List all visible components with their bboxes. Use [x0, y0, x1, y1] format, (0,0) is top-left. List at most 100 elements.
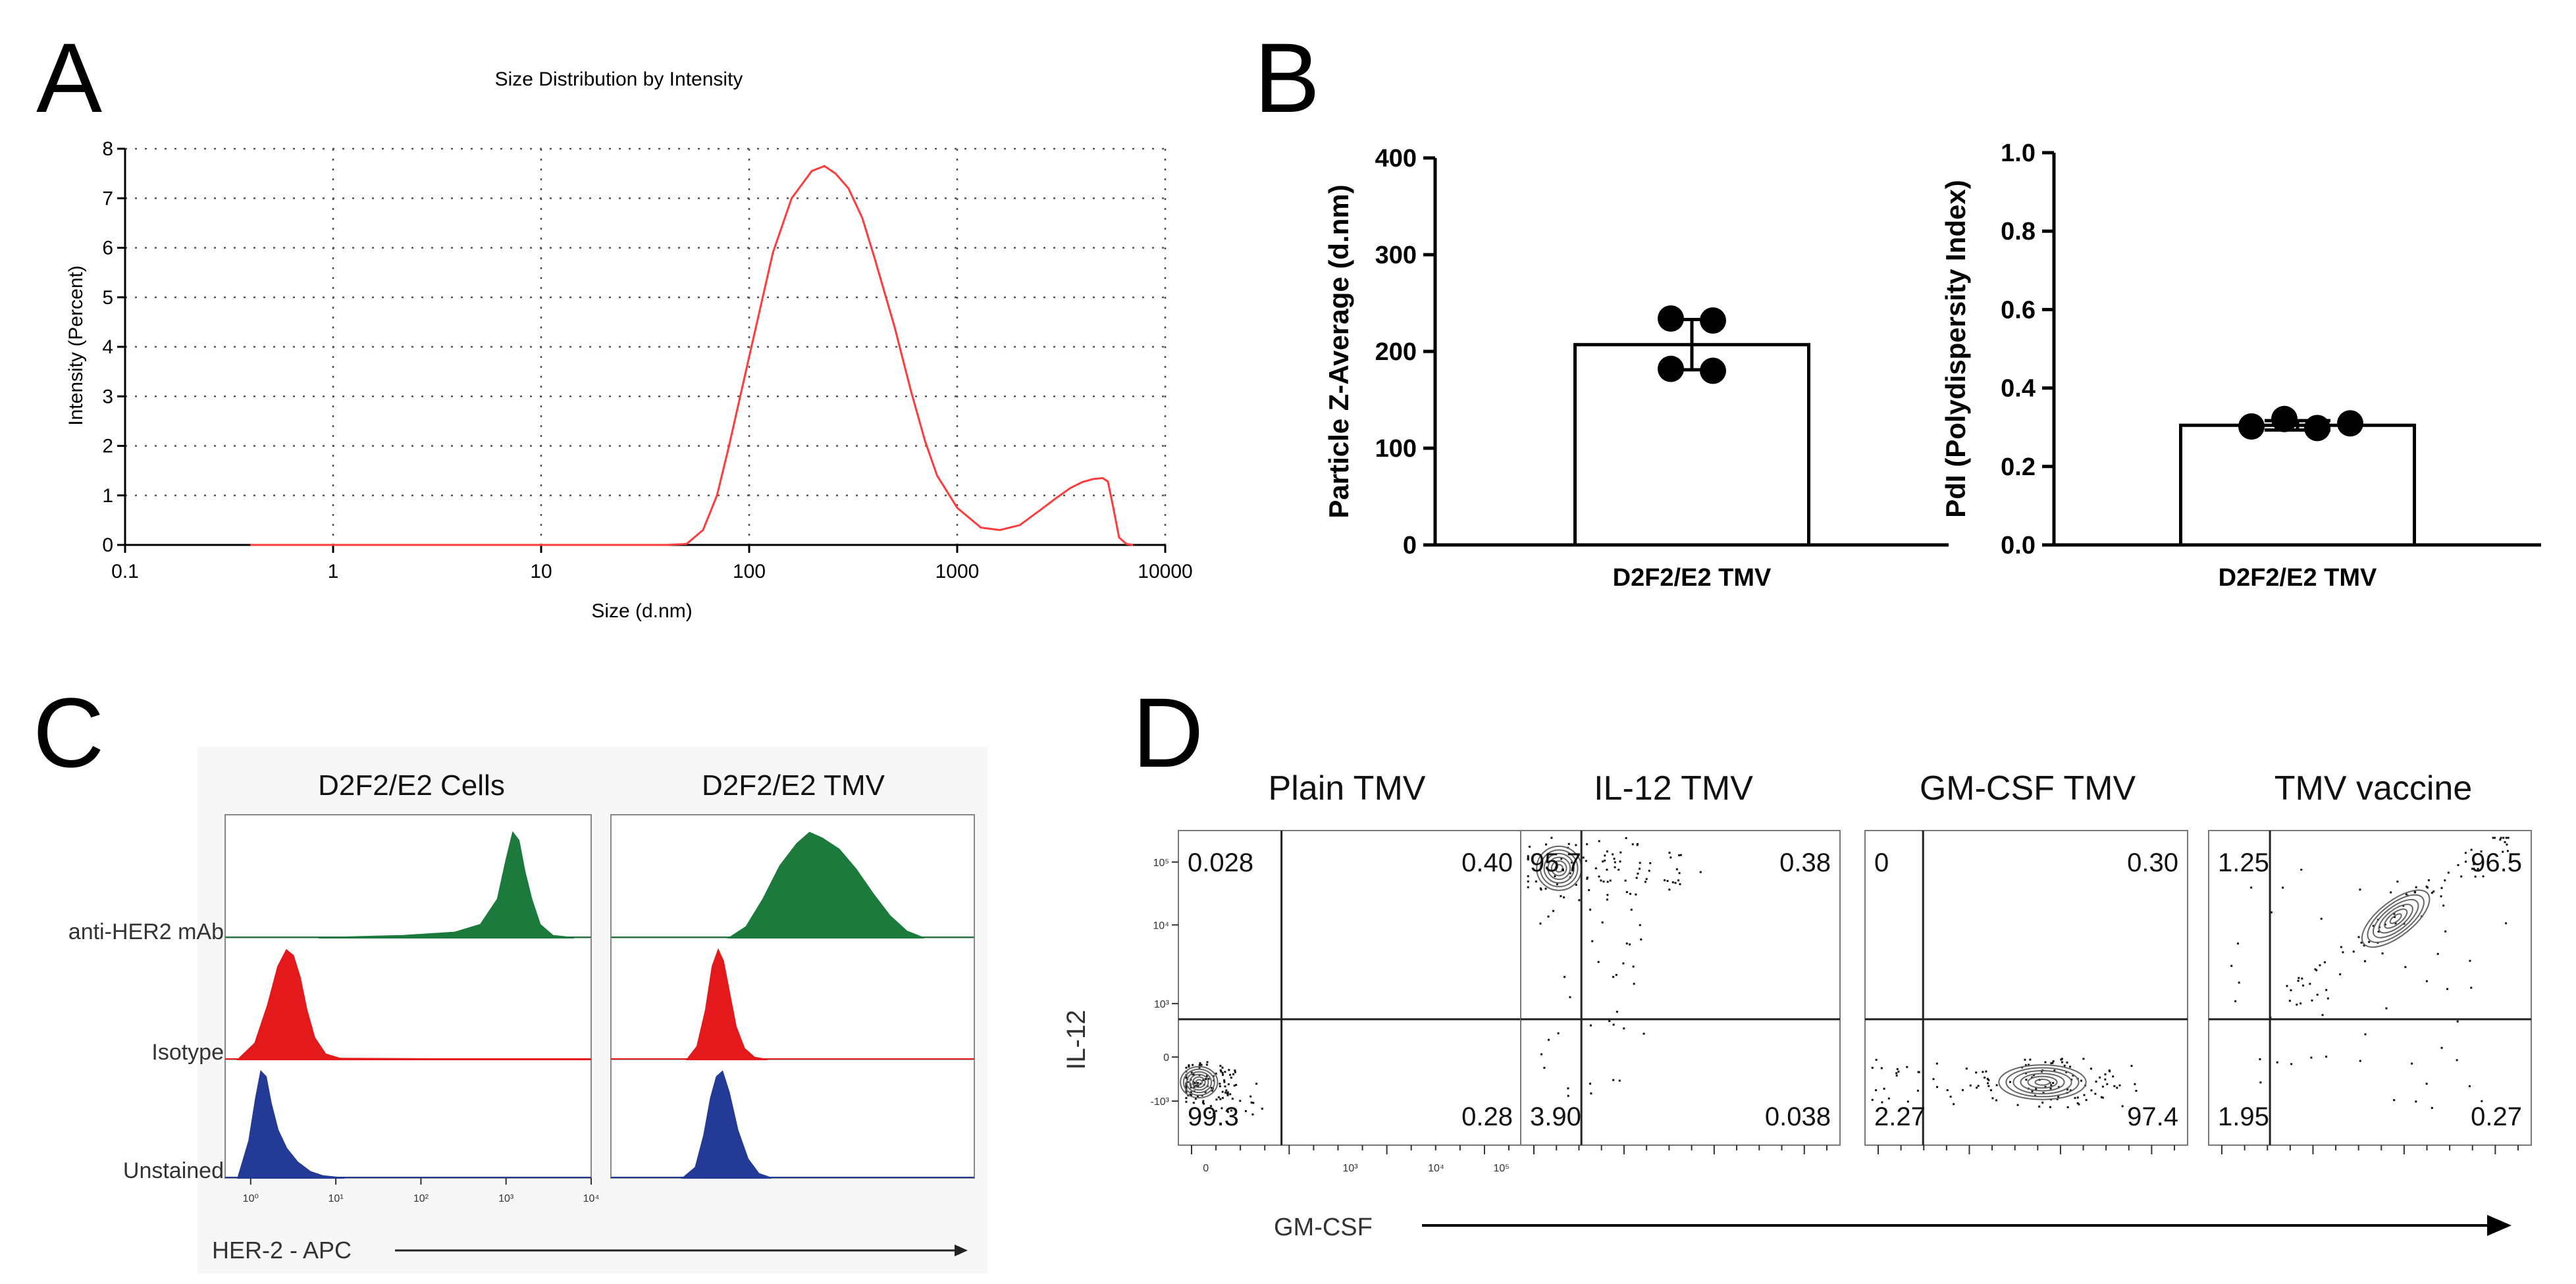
- panel-d-y-tick-label: 0: [1163, 1052, 1169, 1064]
- panel-d-event-dot: [2404, 965, 2407, 968]
- panel-d-event-dot: [2270, 911, 2273, 913]
- panel-d-event-dot: [1571, 861, 1573, 864]
- panel-d-event-dot: [2061, 1061, 2064, 1064]
- panel-d-event-dot: [2482, 875, 2484, 878]
- panel-a-x-tick-label: 10000: [1138, 561, 1192, 582]
- panel-c-histogram: [681, 1070, 772, 1179]
- panel-d-event-dot: [1239, 1100, 1242, 1102]
- panel-d-event-dot: [1227, 1083, 1230, 1085]
- panel-d-event-dot: [1639, 924, 1641, 927]
- panel-d-event-dot: [2359, 888, 2361, 891]
- panel-d-event-dot: [2481, 1100, 2483, 1102]
- panel-d-event-dot: [1606, 894, 1609, 896]
- panel-b-y-tick-label: 400: [1375, 145, 1417, 172]
- panel-d-event-dot: [1215, 1110, 1217, 1112]
- panel-d-event-dot: [1606, 881, 1609, 883]
- panel-c-x-tick-label: 10³: [498, 1193, 514, 1204]
- panel-d-event-dot: [2076, 1102, 2079, 1104]
- panel-d-event-dot: [1995, 1084, 1998, 1087]
- panel-d-plot-frame: [1864, 830, 2188, 1146]
- panel-d-event-dot: [1917, 1071, 1920, 1073]
- panel-d-event-dot: [1185, 1077, 1188, 1079]
- panel-d-event-dot: [1598, 875, 1600, 878]
- panel-c-x-tick-label: 10¹: [329, 1193, 344, 1204]
- panel-b-bar: [2179, 423, 2416, 547]
- panel-d-event-dot: [1880, 1067, 1883, 1069]
- panel-d-event-dot: [1965, 1067, 1968, 1070]
- panel-d-event-dot: [1895, 1072, 1898, 1075]
- panel-d-event-dot: [2135, 1089, 2138, 1092]
- panel-d-event-dot: [1563, 896, 1565, 899]
- panel-d-event-dot: [2286, 985, 2288, 987]
- panel-d-event-dot: [2505, 836, 2508, 839]
- panel-d-event-dot: [1192, 1102, 1195, 1104]
- panel-d-quadrant-plots: Plain TMV 0.028 0.40 99.3 0.28 IL-12 TMV 95.7 0…: [1151, 769, 2532, 1174]
- panel-d-event-dot: [2384, 923, 2386, 926]
- panel-d-event-dot: [2469, 1085, 2471, 1087]
- panel-d-event-dot: [2094, 1092, 2097, 1095]
- panel-d-event-dot: [1619, 851, 1622, 854]
- panel-d-event-dot: [1612, 1023, 1615, 1026]
- panel-d-quadrant-lr: 0.038: [1765, 1102, 1831, 1131]
- panel-b-y-tick-label: 100: [1375, 435, 1417, 463]
- panel-d-event-dot: [1608, 1019, 1611, 1022]
- panel-d-contour: [2027, 1075, 2058, 1089]
- panel-d-event-dot: [1977, 1085, 1980, 1087]
- panel-a-title: Size Distribution by Intensity: [495, 68, 743, 90]
- panel-b-letter: B: [1254, 22, 1320, 133]
- panel-d-event-dot: [2321, 1014, 2324, 1016]
- panel-d-event-dot: [1606, 898, 1608, 901]
- panel-d-event-dot: [2238, 981, 2240, 984]
- panel-d-event-dot: [1252, 1102, 1255, 1104]
- panel-d-event-dot: [2427, 879, 2430, 882]
- panel-d-event-dot: [2319, 964, 2321, 967]
- panel-d-event-dot: [1185, 1100, 1188, 1103]
- panel-d-event-dot: [2106, 1083, 2109, 1085]
- panel-d-event-dot: [1192, 1064, 1194, 1066]
- panel-d-event-dot: [1255, 1083, 1258, 1085]
- panel-d-event-dot: [2457, 863, 2459, 866]
- panel-b-y-tick-label: 200: [1375, 338, 1417, 366]
- panel-d-event-dot: [1211, 1089, 1213, 1092]
- panel-d-quadrant-ul: 95.7: [1530, 848, 1581, 877]
- panel-d-event-dot: [1985, 1070, 1987, 1073]
- panel-d-event-dot: [1601, 921, 1604, 924]
- panel-d-event-dot: [1185, 1066, 1188, 1069]
- panel-d-event-dot: [1213, 1112, 1215, 1115]
- panel-a-x-label: Size (d.nm): [591, 600, 692, 622]
- panel-d-event-dot: [1552, 910, 1555, 912]
- panel-d-event-dot: [2044, 1085, 2047, 1088]
- panel-d-quadrant-ul: 1.25: [2218, 848, 2269, 877]
- panel-c-row-label-isotype: Isotype: [151, 1040, 224, 1065]
- panel-d-event-dot: [1612, 975, 1615, 978]
- panel-d-event-dot: [1614, 866, 1616, 869]
- panel-d-event-dot: [2041, 1101, 2044, 1104]
- panel-d-event-dot: [1556, 883, 1558, 886]
- panel-d-contour: [2005, 1067, 2080, 1098]
- panel-d-event-dot: [1261, 1108, 1263, 1110]
- panel-d-event-dot: [2342, 951, 2344, 954]
- panel-d-event-dot: [1669, 856, 1672, 859]
- panel-d-event-dot: [2444, 930, 2447, 933]
- panel-d-event-dot: [2074, 1096, 2076, 1099]
- panel-d-event-dot: [2065, 1071, 2068, 1073]
- panel-d-event-dot: [1527, 855, 1529, 858]
- panel-b-y-label: PdI (Polydispersity Index): [1940, 180, 1971, 517]
- panel-d-event-dot: [2431, 1106, 2433, 1109]
- panel-d-contour: [1547, 856, 1571, 881]
- panel-d-event-dot: [2480, 850, 2483, 853]
- panel-d-event-dot: [1527, 875, 1529, 877]
- panel-d-event-dot: [2288, 1000, 2291, 1002]
- panel-d-event-dot: [1219, 1083, 1221, 1085]
- panel-d-event-dot: [1675, 868, 1678, 871]
- panel-b-y-tick-label: 0.2: [2001, 453, 2036, 481]
- panel-d-event-dot: [2381, 952, 2384, 955]
- panel-d-quadrant-ul: 0: [1874, 848, 1889, 877]
- panel-d-event-dot: [1209, 1111, 1211, 1114]
- panel-d-event-dot: [2440, 1046, 2443, 1049]
- panel-d-event-dot: [1190, 1086, 1192, 1089]
- panel-d-x-tick-label: 10⁴: [1428, 1163, 1444, 1174]
- panel-d-event-dot: [1881, 1101, 1883, 1104]
- panel-d-event-dot: [1630, 908, 1633, 911]
- panel-d-contour: [1192, 1076, 1206, 1089]
